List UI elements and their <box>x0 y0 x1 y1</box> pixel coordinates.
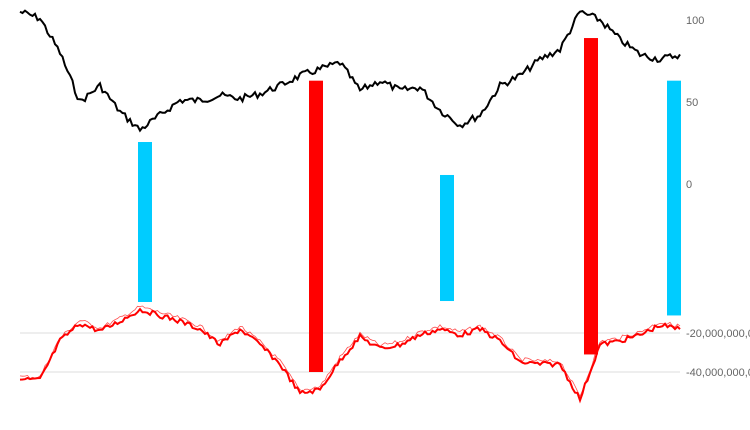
flow-line <box>19 307 681 404</box>
series-lines <box>19 9 681 404</box>
flow-tick-label: -20,000,000,0 <box>686 328 750 340</box>
marker-bar <box>309 80 323 373</box>
tick-labels: -20,000,000,0 -40,000,000,0 100 50 0 <box>686 15 750 379</box>
price-line <box>19 9 681 133</box>
marker-bar <box>138 142 152 302</box>
price-tick-label: 100 <box>686 15 704 27</box>
grid <box>20 332 680 373</box>
price-tick-label: 50 <box>686 97 698 109</box>
marker-bar <box>584 38 598 355</box>
marker-bar <box>440 174 454 302</box>
price-tick-label: 0 <box>686 179 692 191</box>
markers <box>138 38 681 373</box>
flow-line-secondary <box>19 305 681 398</box>
marker-bar <box>667 80 681 316</box>
flow-tick-label: -40,000,000,0 <box>686 367 750 379</box>
